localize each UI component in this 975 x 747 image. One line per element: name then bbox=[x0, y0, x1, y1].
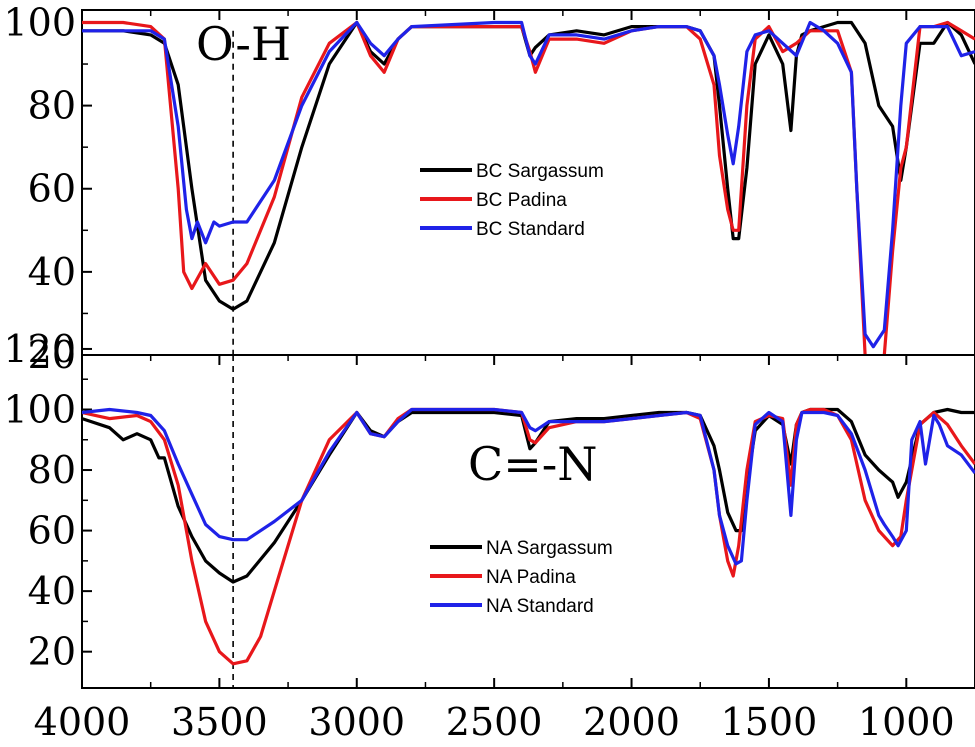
bottom-panel-xtick-label: 3500 bbox=[171, 700, 268, 744]
top-panel-ytick-label: 40 bbox=[28, 250, 76, 294]
legend-label-na-padina: NA Padina bbox=[486, 567, 576, 588]
bottom-panel-frame bbox=[81, 354, 975, 689]
series-line-na-sargassum bbox=[82, 407, 975, 584]
top-panel-ytick-label: 20 bbox=[28, 333, 76, 377]
bottom-panel-xtick-label: 3000 bbox=[308, 700, 405, 744]
top-panel-ytick-label: 60 bbox=[28, 167, 76, 211]
bottom-panel-ytick-label: 20 bbox=[28, 630, 76, 674]
bottom-panel-xtick-label: 1500 bbox=[721, 700, 818, 744]
bottom-panel-xtick-label: 2000 bbox=[583, 700, 680, 744]
legend-label-bc-sargassum: BC Sargassum bbox=[476, 161, 604, 182]
top-panel-ytick-label: 100 bbox=[3, 0, 76, 44]
bottom-panel-xtick-label: 1000 bbox=[858, 700, 955, 744]
legend-label-na-sargassum: NA Sargassum bbox=[486, 538, 613, 559]
bottom-panel-ytick-label: 80 bbox=[28, 448, 76, 492]
bottom-panel: 20 40 60 80 100 120 4000 3500 3000 2500 2000 1500 10… bbox=[3, 327, 975, 744]
bottom-panel-annotation: C=-N bbox=[468, 437, 598, 491]
legend-label-na-standard: NA Standard bbox=[486, 596, 594, 617]
bottom-panel-xtick-label: 4000 bbox=[34, 700, 131, 744]
series-line-na-standard bbox=[82, 407, 975, 566]
bottom-panel-ytick-label: 120 bbox=[3, 327, 76, 371]
bottom-panel-ytick-label: 100 bbox=[3, 387, 76, 431]
top-panel-ytick-label: 80 bbox=[28, 84, 76, 128]
bottom-panel-ytick-label: 40 bbox=[28, 569, 76, 613]
top-panel-annotation: O-H bbox=[196, 17, 291, 71]
top-panel: 20 40 60 80 100 O-H BC Sargassum BC Padina BC St… bbox=[3, 0, 975, 377]
bottom-panel-ytick-label: 60 bbox=[28, 509, 76, 553]
legend-label-bc-padina: BC Padina bbox=[476, 190, 567, 211]
series-line-bc-standard bbox=[82, 20, 975, 349]
legend-label-bc-standard: BC Standard bbox=[476, 219, 585, 240]
bottom-panel-xtick-label: 2500 bbox=[446, 700, 543, 744]
